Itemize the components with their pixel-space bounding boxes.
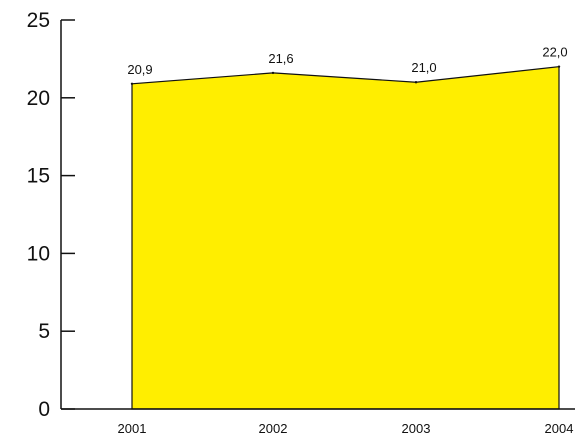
y-tick-label-25: 25 [27,9,50,32]
x-tick-label-2004: 2004 [545,421,574,436]
data-label-2001: 20,9 [127,62,152,77]
x-tick-label-2002: 2002 [259,421,288,436]
data-point-2003 [414,81,418,84]
data-labels: 20,9 21,6 21,0 22,0 [127,45,567,77]
y-tick-label-15: 15 [27,165,50,188]
data-label-2003: 21,0 [411,60,436,75]
y-axis: 0 5 10 15 20 25 [27,9,75,421]
y-tick-label-0: 0 [38,398,50,421]
data-point-2004 [557,65,561,68]
x-tick-label-2001: 2001 [118,421,147,436]
data-label-2002: 21,6 [268,51,293,66]
plot-area [130,65,561,410]
x-tick-label-2003: 2003 [402,421,431,436]
area-series [131,66,560,410]
data-point-2001 [130,82,134,85]
x-axis: 2001 2002 2003 2004 [61,408,575,436]
data-label-2004: 22,0 [542,45,567,60]
y-tick-label-20: 20 [27,87,50,110]
data-point-2002 [271,71,275,75]
y-tick-label-10: 10 [27,242,50,265]
y-tick-label-5: 5 [38,320,50,343]
